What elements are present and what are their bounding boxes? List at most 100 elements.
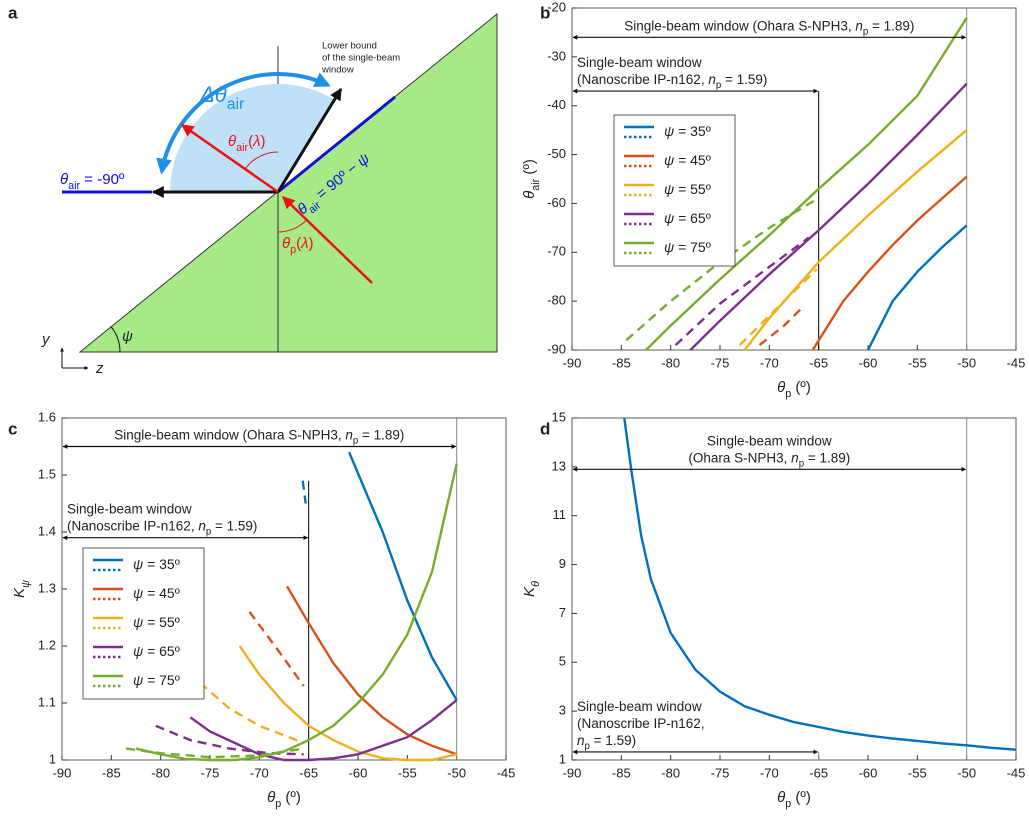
x-tick-label: -70: [760, 355, 779, 370]
y-tick-label: -50: [547, 146, 566, 161]
data-line: [347, 451, 458, 701]
x-tick-label: -70: [250, 765, 269, 780]
x-tick-label: -80: [661, 355, 680, 370]
text-run: ψ: [664, 239, 674, 255]
text-run: Single-beam window (Ohara S-NPH3,: [114, 427, 345, 442]
text-run: (º): [791, 379, 811, 396]
text-run: = 1.59): [721, 72, 767, 87]
text-run: = 1.89): [358, 427, 404, 442]
panel-label: a: [8, 3, 18, 22]
y-tick-label: -60: [547, 195, 566, 210]
text-run: θ: [777, 379, 785, 396]
text-run: n: [345, 427, 353, 442]
text-run: = 65º: [143, 643, 180, 659]
x-axis-label: θp (º): [777, 789, 811, 810]
text-run: n: [577, 733, 585, 748]
y-tick-label: 1.1: [38, 694, 56, 709]
text-run: air: [530, 178, 542, 190]
x-tick-label: -50: [447, 765, 466, 780]
annotation: (Nanoscribe IP-n162,: [577, 716, 705, 731]
text-run: Single-beam window: [67, 501, 192, 516]
text-run: ): [261, 133, 266, 150]
annotation: θp(λ): [282, 235, 314, 256]
panel: c -90 -85 -80 -75 -70 -65 -60 -55 -50 -45 1 1.1 1.2 1.…: [8, 409, 515, 809]
y-axis-label: Kψ: [11, 580, 32, 598]
x-tick-label: -80: [661, 765, 680, 780]
x-tick-label: -45: [1007, 355, 1026, 370]
y-tick-label: -20: [547, 0, 566, 14]
x-tick-label: -50: [957, 355, 976, 370]
text-run: Single-beam window (Ohara S-NPH3,: [624, 18, 855, 33]
y-tick-label: 13: [552, 458, 566, 473]
angle-arc: [110, 326, 121, 353]
annotation: Lower bound: [322, 41, 377, 52]
text-run: = 65º: [674, 210, 711, 226]
legend-label: ψ = 35º: [133, 556, 180, 572]
text-run: ψ: [664, 123, 674, 139]
text-run: = 1.59): [590, 733, 636, 748]
data-line-dashed: [674, 236, 810, 346]
text-run: ): [309, 235, 314, 252]
legend-label: ψ = 65º: [133, 643, 180, 659]
x-tick-label: -60: [859, 765, 878, 780]
text-run: p: [716, 80, 721, 91]
x-tick-label: -55: [908, 765, 927, 780]
text-run: λ: [300, 235, 308, 252]
text-run: Single-beam window: [707, 433, 832, 448]
text-run: n: [791, 450, 799, 465]
annotation: (Nanoscribe IP-n162, np = 1.59): [577, 72, 767, 92]
x-tick-label: -50: [957, 765, 976, 780]
panel-label: c: [8, 419, 17, 438]
panel: b -90 -85 -80 -75 -70 -65 -60 -55 -50 -45 -90 -80 -70…: [521, 0, 1025, 400]
x-tick-label: -75: [711, 765, 730, 780]
diagram: a Lower bound of the single-beam window …: [8, 3, 498, 377]
annotation: Single-beam window: [67, 501, 192, 516]
text-run: ψ: [133, 614, 143, 630]
data-line-dashed: [758, 305, 805, 347]
x-tick-label: -85: [102, 765, 121, 780]
data-line-dashed: [125, 747, 304, 759]
legend-label: ψ = 35º: [664, 123, 711, 139]
y-tick-label: 1.4: [38, 523, 56, 538]
annotation: of the single-beam: [322, 53, 400, 64]
y-tick-label: 1.6: [38, 409, 56, 424]
annotation: (Ohara S-NPH3, np = 1.89): [688, 450, 850, 470]
y-tick-label: 1: [49, 751, 56, 766]
annotation: Single-beam window: [577, 55, 702, 70]
panel-label: b: [540, 3, 550, 22]
text-run: = 55º: [674, 181, 711, 197]
legend-label: ψ = 75º: [664, 239, 711, 255]
text-run: = 45º: [674, 152, 711, 168]
text-run: (: [296, 235, 301, 252]
x-tick-label: -55: [908, 355, 927, 370]
text-run: = 45º: [143, 585, 180, 601]
text-run: p: [863, 26, 868, 37]
text-run: λ: [252, 133, 260, 150]
angle-arc: [277, 219, 308, 233]
refracted-ray: [180, 123, 279, 194]
text-run: ψ: [133, 643, 143, 659]
text-run: ψ: [133, 585, 143, 601]
y-tick-label: 1.3: [38, 580, 56, 595]
y-tick-label: -90: [547, 341, 566, 356]
x-tick-label: -85: [612, 355, 631, 370]
lower-bound-arrow: [276, 87, 343, 193]
x-tick-label: -90: [563, 355, 582, 370]
text-run: ψ: [664, 181, 674, 197]
annotation: Single-beam window (Ohara S-NPH3, np = 1…: [624, 18, 914, 38]
x-axis-label: θp (º): [777, 379, 811, 400]
text-run: = 35º: [143, 556, 180, 572]
x-tick-label: -65: [299, 765, 318, 780]
y-tick-label: 1.2: [38, 637, 56, 652]
legend-box: [613, 114, 736, 267]
x-tick-label: -90: [53, 765, 72, 780]
text-run: θ: [521, 191, 538, 199]
data-line: [285, 585, 458, 756]
text-run: (Ohara S-NPH3,: [688, 450, 791, 465]
y-tick-label: 1.5: [38, 466, 56, 481]
text-run: θ: [530, 581, 542, 587]
annotation: np = 1.59): [577, 733, 636, 753]
text-run: p: [353, 436, 358, 447]
annotation: Single-beam window: [577, 699, 702, 714]
